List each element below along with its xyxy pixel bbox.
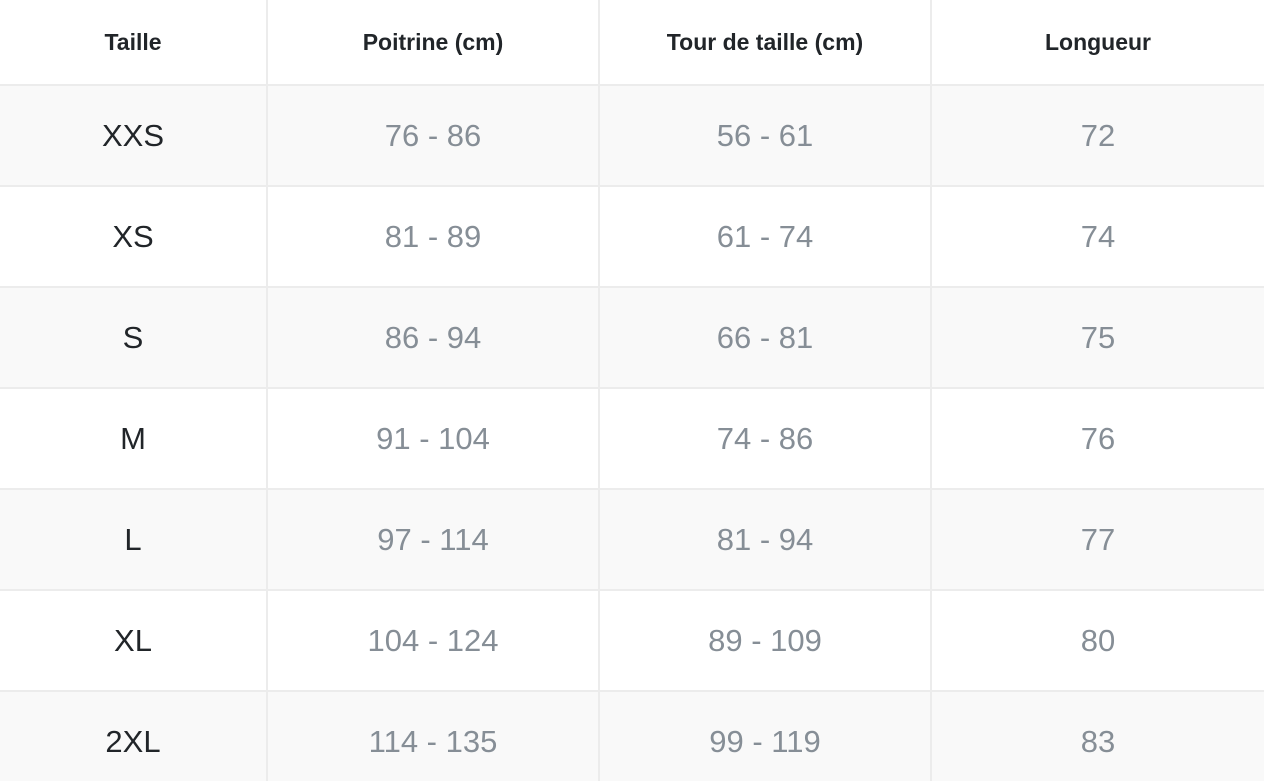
- cell-chest: 104 - 124: [266, 589, 600, 692]
- cell-waist: 99 - 119: [598, 690, 932, 781]
- table-row: XXS 76 - 86 56 - 61 72: [0, 84, 1264, 187]
- cell-waist: 89 - 109: [598, 589, 932, 692]
- table-row: L 97 - 114 81 - 94 77: [0, 488, 1264, 591]
- cell-size: XL: [0, 589, 268, 692]
- cell-chest: 114 - 135: [266, 690, 600, 781]
- cell-chest: 91 - 104: [266, 387, 600, 490]
- header-size: Taille: [0, 0, 268, 86]
- cell-chest: 97 - 114: [266, 488, 600, 591]
- cell-length: 74: [930, 185, 1264, 288]
- table-row: 2XL 114 - 135 99 - 119 83: [0, 690, 1264, 781]
- cell-size: L: [0, 488, 268, 591]
- cell-size: M: [0, 387, 268, 490]
- cell-length: 75: [930, 286, 1264, 389]
- header-chest: Poitrine (cm): [266, 0, 600, 86]
- cell-chest: 76 - 86: [266, 84, 600, 187]
- cell-size: XXS: [0, 84, 268, 187]
- cell-length: 80: [930, 589, 1264, 692]
- table-row: M 91 - 104 74 - 86 76: [0, 387, 1264, 490]
- header-row: Taille Poitrine (cm) Tour de taille (cm)…: [0, 0, 1264, 86]
- cell-length: 83: [930, 690, 1264, 781]
- cell-waist: 66 - 81: [598, 286, 932, 389]
- cell-waist: 61 - 74: [598, 185, 932, 288]
- table-row: S 86 - 94 66 - 81 75: [0, 286, 1264, 389]
- cell-size: S: [0, 286, 268, 389]
- cell-waist: 81 - 94: [598, 488, 932, 591]
- header-length: Longueur: [930, 0, 1264, 86]
- cell-chest: 86 - 94: [266, 286, 600, 389]
- cell-length: 77: [930, 488, 1264, 591]
- cell-waist: 56 - 61: [598, 84, 932, 187]
- header-waist: Tour de taille (cm): [598, 0, 932, 86]
- cell-size: XS: [0, 185, 268, 288]
- table-row: XS 81 - 89 61 - 74 74: [0, 185, 1264, 288]
- cell-waist: 74 - 86: [598, 387, 932, 490]
- cell-size: 2XL: [0, 690, 268, 781]
- cell-length: 76: [930, 387, 1264, 490]
- table-row: XL 104 - 124 89 - 109 80: [0, 589, 1264, 692]
- cell-length: 72: [930, 84, 1264, 187]
- cell-chest: 81 - 89: [266, 185, 600, 288]
